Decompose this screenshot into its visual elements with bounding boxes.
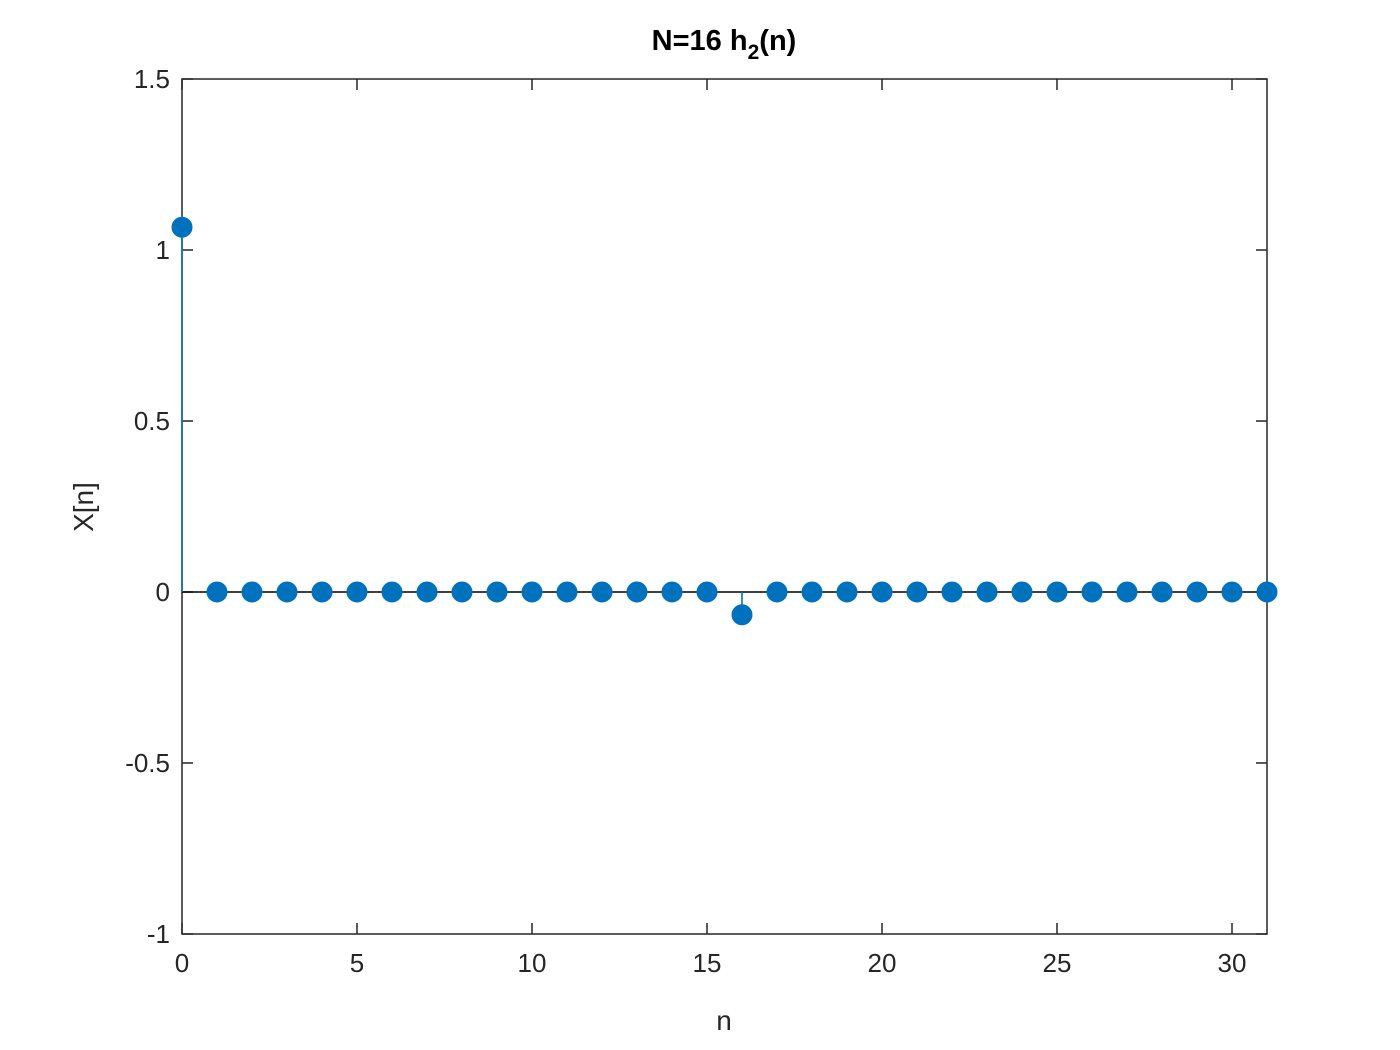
title-main: N=16 h xyxy=(652,25,748,57)
stem-marker xyxy=(556,581,578,603)
title-suffix: (n) xyxy=(759,25,796,57)
x-axis-label: n xyxy=(716,1005,732,1036)
stem-marker xyxy=(941,581,963,603)
stem-marker xyxy=(801,581,823,603)
stem-marker xyxy=(591,581,613,603)
x-tick-label: 15 xyxy=(693,948,722,978)
y-tick-label: 0 xyxy=(156,577,170,607)
stem-marker xyxy=(1221,581,1243,603)
stem-marker xyxy=(626,581,648,603)
stem-marker xyxy=(871,581,893,603)
stem-marker xyxy=(1151,581,1173,603)
stem-marker xyxy=(661,581,683,603)
stem-marker xyxy=(1116,581,1138,603)
stem-marker xyxy=(1011,581,1033,603)
y-tick-label: 1 xyxy=(156,235,170,265)
stem-marker xyxy=(766,581,788,603)
x-tick-label: 20 xyxy=(868,948,897,978)
y-tick-label: 1.5 xyxy=(134,64,170,94)
stem-marker xyxy=(836,581,858,603)
stem-marker xyxy=(311,581,333,603)
stem-marker xyxy=(346,581,368,603)
stem-marker xyxy=(241,581,263,603)
stem-marker xyxy=(1046,581,1068,603)
stem-marker xyxy=(276,581,298,603)
stem-marker xyxy=(521,581,543,603)
stem-marker xyxy=(731,604,753,626)
stem-marker xyxy=(381,581,403,603)
x-tick-label: 30 xyxy=(1218,948,1247,978)
title-subscript: 2 xyxy=(748,41,760,64)
x-tick-label: 0 xyxy=(175,948,189,978)
stem-marker xyxy=(1186,581,1208,603)
stem-marker xyxy=(206,581,228,603)
stem-marker xyxy=(416,581,438,603)
y-tick-label: -1 xyxy=(147,919,170,949)
stem-marker xyxy=(1256,581,1278,603)
stem-marker xyxy=(696,581,718,603)
x-tick-label: 5 xyxy=(350,948,364,978)
y-axis-label: X[n] xyxy=(68,482,99,532)
x-tick-label: 10 xyxy=(518,948,547,978)
y-tick-label: -0.5 xyxy=(125,748,170,778)
chart-title: N=16 h2(n) xyxy=(652,25,797,64)
stem-marker xyxy=(1081,581,1103,603)
stem-marker xyxy=(906,581,928,603)
stem-marker xyxy=(976,581,998,603)
x-tick-label: 25 xyxy=(1043,948,1072,978)
stem-marker xyxy=(171,216,193,238)
y-tick-label: 0.5 xyxy=(134,406,170,436)
stem-marker xyxy=(451,581,473,603)
plot-area: 0 5 10 15 20 25 30 -1 -0.5 0 0.5 1 1.5 xyxy=(125,64,1278,978)
stem-marker xyxy=(486,581,508,603)
